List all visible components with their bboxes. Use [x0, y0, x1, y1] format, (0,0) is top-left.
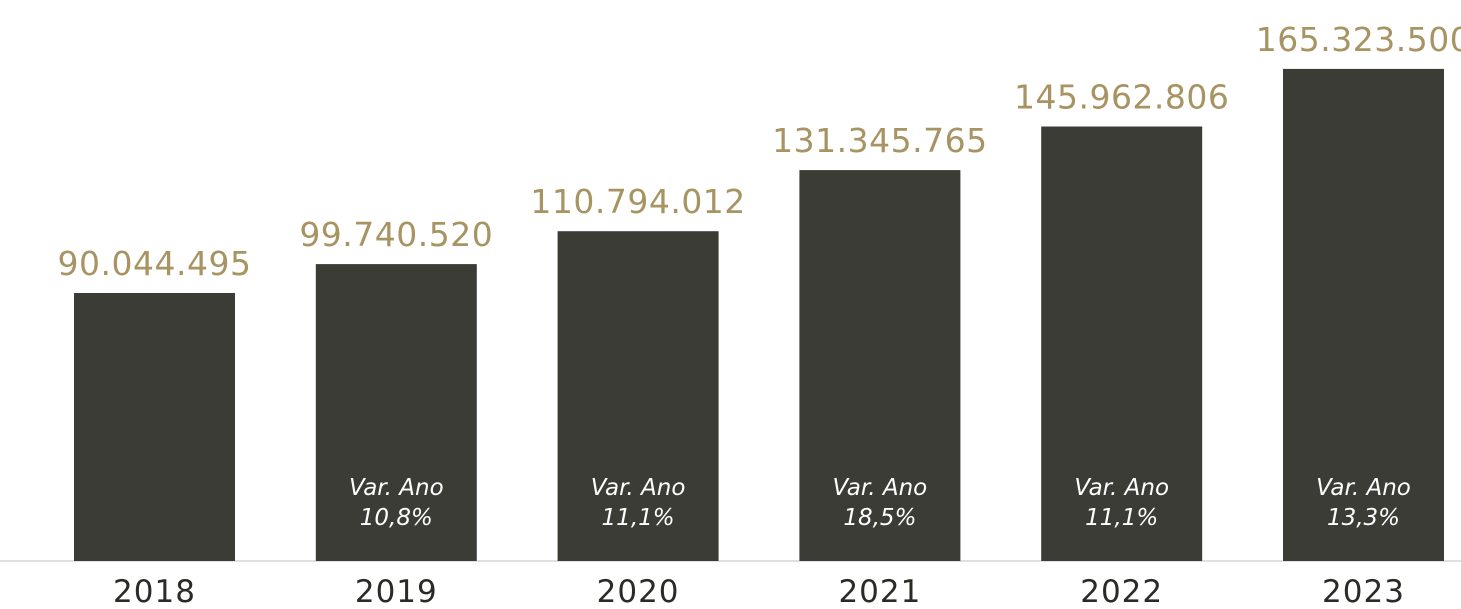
variation-label-value-2023: 13,3%: [1327, 505, 1400, 531]
category-label-2022: 2022: [1080, 574, 1163, 609]
variation-label-title-2021: Var. Ano: [833, 475, 928, 501]
bar-2019: [315, 264, 477, 561]
value-labels-group: 90.044.495 99.740.520 110.794.012 131.345.7…: [58, 20, 1461, 283]
variation-label-title-2019: Var. Ano: [349, 475, 444, 501]
bars-group: [74, 68, 1444, 562]
category-label-2021: 2021: [838, 574, 921, 609]
variation-labels-group: Var. Ano 10,8% Var. Ano 11,1% Var. Ano 18,5% V…: [349, 475, 1411, 531]
value-label-2019: 99.740.520: [299, 215, 493, 254]
value-label-2022: 145.962.806: [1014, 78, 1229, 117]
bar-2022: [1041, 126, 1203, 561]
variation-label-value-2019: 10,8%: [360, 505, 433, 531]
value-label-2020: 110.794.012: [530, 182, 745, 221]
category-labels-group: 2018 2019 2020 2021 2022 2023: [113, 574, 1405, 609]
variation-label-value-2020: 11,1%: [602, 505, 675, 531]
variation-label-title-2023: Var. Ano: [1316, 475, 1411, 501]
variation-label-title-2020: Var. Ano: [591, 475, 686, 501]
bar-2020: [557, 231, 719, 561]
bar-2018: [74, 293, 235, 561]
category-label-2019: 2019: [355, 574, 438, 609]
value-label-2018: 90.044.495: [58, 244, 252, 283]
category-label-2020: 2020: [597, 574, 680, 609]
variation-label-title-2022: Var. Ano: [1074, 475, 1169, 501]
category-label-2023: 2023: [1322, 574, 1405, 609]
variation-label-value-2022: 11,1%: [1085, 505, 1158, 531]
bar-2023: [1283, 68, 1444, 562]
category-label-2018: 2018: [113, 574, 196, 609]
value-label-2021: 131.345.765: [772, 121, 987, 160]
variation-label-value-2021: 18,5%: [843, 505, 916, 531]
bar-2021: [799, 170, 961, 561]
value-label-2023: 165.323.500: [1256, 20, 1461, 59]
